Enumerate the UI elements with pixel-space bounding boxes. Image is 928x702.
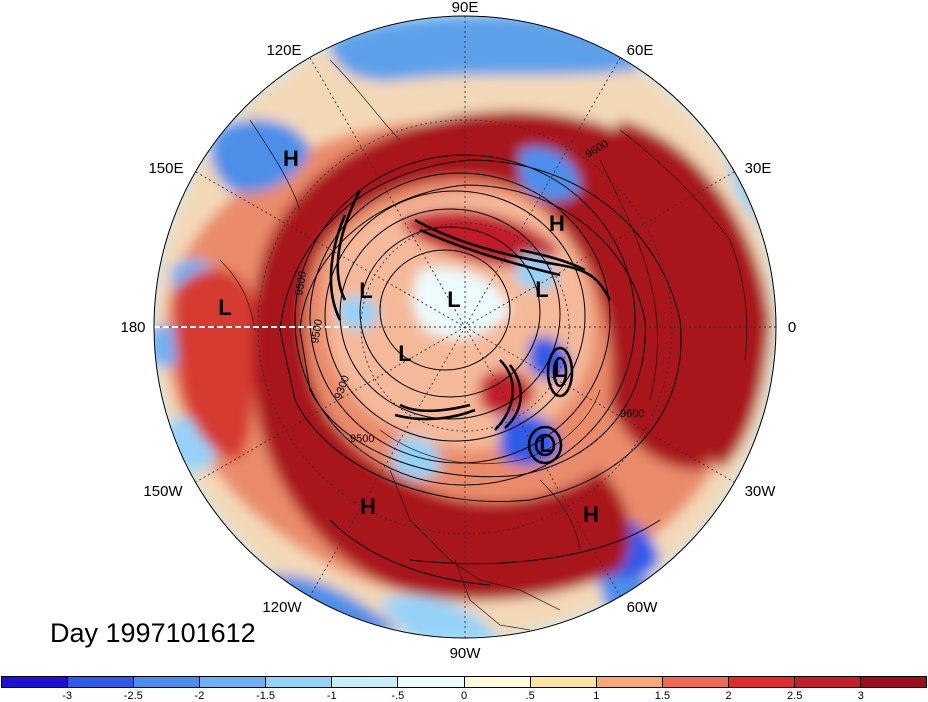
date-title: Day 1997101612: [50, 618, 256, 648]
lon-label-120w: 120W: [262, 599, 302, 616]
contour-label: 9500: [350, 433, 374, 445]
colorbar-swatch: [662, 677, 729, 687]
lon-label-30w: 30W: [745, 483, 777, 500]
low-center: L: [218, 295, 231, 320]
colorbar-swatch: [2, 677, 69, 687]
low-center: L: [535, 277, 548, 302]
contour-label: 9500: [309, 318, 325, 344]
lon-label-30e: 30E: [745, 160, 772, 177]
colorbar-tick-label: -1.5: [256, 690, 276, 702]
low-center: L: [553, 357, 566, 382]
jet-contours: [329, 189, 612, 465]
colorbar-tick-label: -1: [326, 690, 337, 702]
low-center: L: [447, 287, 460, 312]
low-center: L: [398, 341, 411, 366]
colorbar-tick-label: -3: [62, 690, 73, 702]
colorbar: [1, 676, 927, 688]
lon-label-90e: 90E: [452, 0, 479, 16]
lon-label-150w: 150W: [143, 483, 183, 500]
lon-label-60w: 60W: [627, 599, 659, 616]
high-center: H: [549, 211, 565, 236]
high-center: H: [360, 494, 376, 519]
colorbar-tick-label: -.5: [391, 690, 405, 702]
colorbar-tick-label: 3: [857, 690, 864, 702]
low-center: L: [359, 278, 372, 303]
colorbar-swatch: [398, 677, 465, 687]
colorbar-tick-label: 0: [460, 690, 468, 702]
colorbar-swatch: [200, 677, 267, 687]
lon-label-0: 0: [788, 319, 796, 336]
map-boundary: [153, 15, 777, 639]
contour-label: 9500: [293, 270, 309, 296]
low-center: L: [539, 432, 552, 457]
colorbar-swatch: [530, 677, 597, 687]
colorbar-swatch: [728, 677, 795, 687]
lon-label-90w: 90W: [450, 645, 482, 662]
colorbar-tick-label: -2.5: [123, 690, 143, 702]
high-center: H: [283, 146, 299, 171]
colorbar-tick-label: .5: [525, 690, 535, 702]
coastlines: [219, 59, 748, 631]
lon-label-120e: 120E: [266, 42, 301, 59]
colorbar-swatch: [596, 677, 663, 687]
colorbar-tick-label: -2: [194, 690, 205, 702]
lon-label-150e: 150E: [148, 160, 183, 177]
colorbar-swatch: [266, 677, 333, 687]
colorbar-swatch: [68, 677, 135, 687]
colorbar-swatch: [464, 677, 531, 687]
colorbar-swatch: [134, 677, 201, 687]
colorbar-swatch: [332, 677, 399, 687]
colorbar-swatch: [794, 677, 862, 687]
colorbar-tick-label: 1.5: [654, 690, 671, 702]
colorbar-tick-label: 1: [593, 690, 600, 702]
height-contours: [279, 154, 682, 586]
colorbar-tick-label: 2: [725, 690, 732, 702]
colorbar-ticks: -3 -2.5 -2 -1.5 -1 -.5 0 .5 1 1.5 2 2.5 3: [0, 690, 928, 702]
polar-map: 90E 60E 30E 0 30W 60W 90W 120W 150W 180 …: [120, 0, 796, 662]
lon-label-60e: 60E: [627, 42, 654, 59]
lon-label-180: 180: [120, 319, 145, 336]
high-center: H: [583, 502, 599, 527]
colorbar-swatch: [861, 677, 927, 687]
anomaly-field: [154, 16, 776, 638]
contour-label: 9600: [620, 408, 644, 420]
colorbar-tick-label: 2.5: [787, 690, 803, 702]
